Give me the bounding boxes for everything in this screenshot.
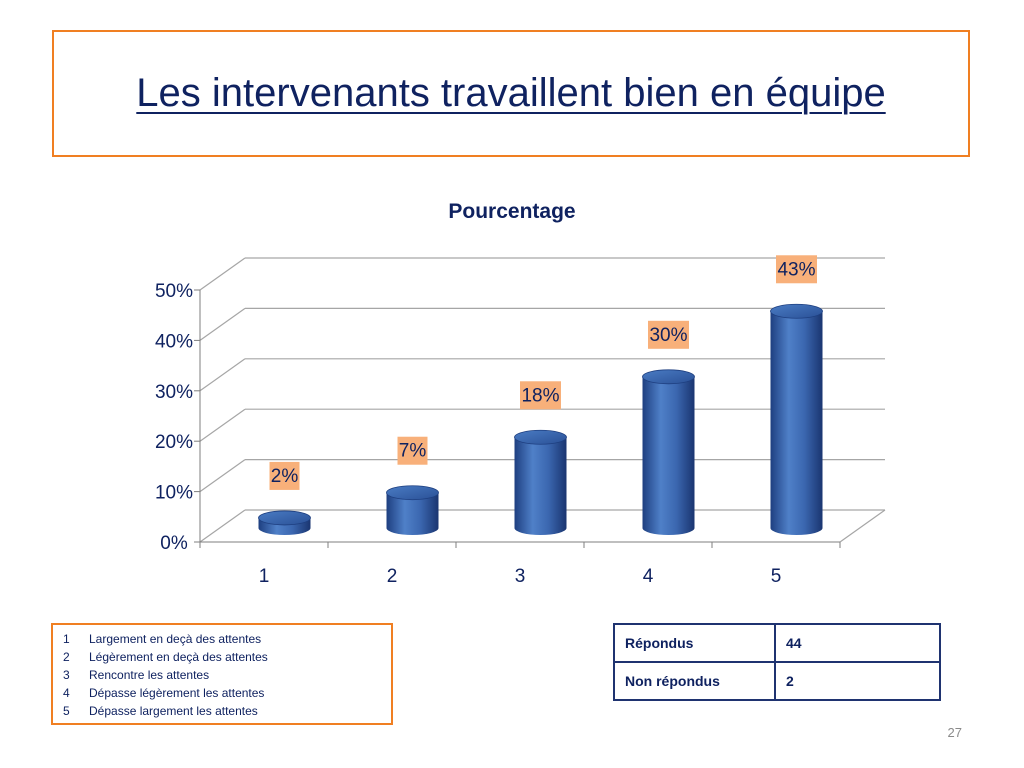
data-label-text: 43% bbox=[777, 259, 815, 280]
legend-item-number: 4 bbox=[63, 686, 70, 700]
legend-item: 3 Rencontre les attentes bbox=[61, 666, 383, 684]
y-tick-label: 0% bbox=[160, 533, 188, 554]
bar-top bbox=[514, 429, 567, 445]
data-label-text: 7% bbox=[399, 441, 427, 462]
page-number: 27 bbox=[947, 725, 962, 740]
legend-item-number: 1 bbox=[63, 632, 70, 646]
legend-item-text: Dépasse légèrement les attentes bbox=[89, 686, 265, 700]
y-tick-label: 40% bbox=[155, 331, 193, 352]
legend-item-number: 5 bbox=[63, 704, 70, 718]
bar-top bbox=[642, 369, 695, 385]
bar bbox=[770, 303, 823, 535]
chart-title: Pourcentage bbox=[448, 200, 575, 223]
bar-top bbox=[258, 510, 311, 526]
slide-title: Les intervenants travaillent bien en équ… bbox=[136, 71, 886, 115]
data-label-bg bbox=[397, 436, 428, 465]
data-label-bg bbox=[269, 461, 300, 490]
bar-body bbox=[770, 311, 823, 535]
y-tick-label: 50% bbox=[155, 281, 193, 302]
gridline-depth bbox=[199, 459, 246, 493]
data-label: 2% bbox=[269, 461, 300, 490]
legend-item-number: 3 bbox=[63, 668, 70, 682]
response-label: Non répondus bbox=[613, 661, 776, 701]
y-tick-label: 20% bbox=[155, 432, 193, 453]
x-tick-label: 3 bbox=[515, 566, 526, 587]
bar-top bbox=[770, 303, 823, 319]
data-label-text: 30% bbox=[649, 325, 687, 346]
bar bbox=[386, 485, 439, 535]
legend-box: 1 Largement en deçà des attentes 2 Légèr… bbox=[51, 623, 393, 725]
gridline-depth bbox=[199, 307, 246, 341]
legend-item: 4 Dépasse légèrement les attentes bbox=[61, 684, 383, 702]
title-box: Les intervenants travaillent bien en équ… bbox=[52, 30, 970, 157]
legend-item-text: Légèrement en deçà des attentes bbox=[89, 650, 268, 664]
data-label-bg bbox=[776, 255, 817, 284]
table-row: Répondus 44 bbox=[613, 623, 941, 663]
table-row: Non répondus 2 bbox=[613, 661, 941, 701]
data-label-text: 2% bbox=[271, 466, 299, 487]
x-tick-label: 5 bbox=[771, 566, 782, 587]
x-tick-label: 4 bbox=[643, 566, 654, 587]
bar-body bbox=[386, 492, 439, 535]
bar-body bbox=[642, 376, 695, 535]
y-tick-label: 30% bbox=[155, 382, 193, 403]
gridline-depth bbox=[199, 509, 246, 543]
bar-body bbox=[514, 437, 567, 535]
x-tick-label: 2 bbox=[387, 566, 398, 587]
gridline-depth bbox=[199, 257, 246, 291]
bar bbox=[514, 429, 567, 535]
data-label-bg bbox=[648, 320, 689, 349]
response-label: Répondus bbox=[613, 623, 776, 663]
response-value: 44 bbox=[774, 623, 941, 663]
legend-item: 5 Dépasse largement les attentes bbox=[61, 702, 383, 720]
y-tick-label: 10% bbox=[155, 483, 193, 504]
legend-item-text: Largement en deçà des attentes bbox=[89, 632, 262, 646]
legend-item-text: Dépasse largement les attentes bbox=[89, 704, 258, 718]
legend-item-text: Rencontre les attentes bbox=[89, 668, 210, 682]
data-label-text: 18% bbox=[521, 385, 559, 406]
data-label-bg bbox=[520, 381, 561, 410]
gridline-depth bbox=[199, 408, 246, 442]
response-value: 2 bbox=[774, 661, 941, 701]
bar bbox=[642, 369, 695, 535]
legend-item: 2 Légèrement en deçà des attentes bbox=[61, 648, 383, 666]
bar-chart: Pourcentage 0% 10% 20% 30% 40% 50% 1 2 3 4 5 2% 7% 1… bbox=[155, 200, 886, 587]
data-label: 43% bbox=[776, 255, 817, 284]
x-tick-label: 1 bbox=[259, 566, 270, 587]
data-label: 30% bbox=[648, 320, 689, 349]
legend-item: 1 Largement en deçà des attentes bbox=[61, 630, 383, 648]
bar-top bbox=[386, 485, 439, 501]
legend-item-number: 2 bbox=[63, 650, 70, 664]
gridline-depth bbox=[199, 358, 246, 392]
data-label: 18% bbox=[520, 381, 561, 410]
response-table: Répondus 44 Non répondus 2 bbox=[613, 623, 941, 701]
floor-edge bbox=[839, 509, 886, 543]
bar bbox=[258, 510, 311, 535]
data-label: 7% bbox=[397, 436, 428, 465]
